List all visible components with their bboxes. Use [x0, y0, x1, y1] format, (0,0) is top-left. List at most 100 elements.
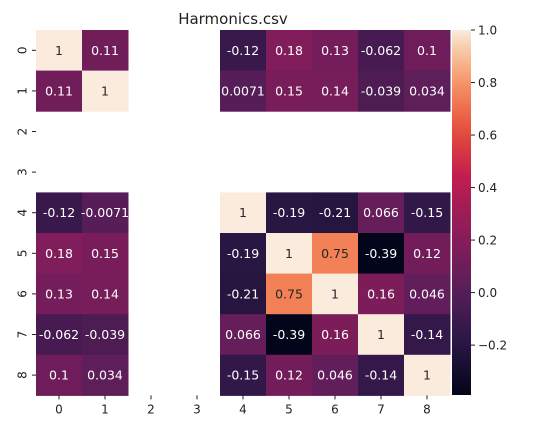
cell-value-label: -0.039	[85, 327, 125, 342]
heatmap-cell	[82, 273, 129, 315]
heatmap-cell	[82, 70, 129, 112]
x-tick-label: 1	[101, 402, 109, 416]
cell-value-label: 1	[423, 368, 431, 383]
cell-value-label: -0.12	[43, 205, 75, 220]
y-tick-label: 8	[16, 371, 30, 379]
x-tick-label: 3	[193, 402, 201, 416]
heatmap-cell-labels: 1 0.11 -0.12 0.18 0.13 -0.062 0.1 0.11 1 0.0071 0.…	[39, 43, 445, 383]
cell-value-label: 0.034	[409, 83, 445, 98]
y-tick-label: 3	[16, 168, 30, 176]
cell-value-label: 0.75	[275, 286, 303, 301]
heatmap-cell	[358, 30, 405, 72]
heatmap-cell	[82, 354, 129, 396]
colorbar-tick-label: 0.2	[478, 234, 497, 248]
y-tick-label: 1	[16, 87, 30, 95]
cell-value-label: 0.11	[45, 83, 73, 98]
y-axis: 0 1 2 3 4 5 6 7 8	[16, 46, 36, 379]
cell-value-label: 0.12	[413, 246, 441, 261]
heatmap-cell	[266, 354, 313, 396]
heatmap-cells	[36, 30, 451, 396]
cell-value-label: 1	[285, 246, 293, 261]
heatmap-cell	[312, 70, 359, 112]
cell-value-label: -0.0071	[81, 205, 129, 220]
cell-value-label: 0.14	[91, 286, 119, 301]
cell-value-label: -0.062	[39, 327, 79, 342]
cell-value-label: -0.39	[273, 327, 305, 342]
cell-value-label: 0.14	[321, 83, 349, 98]
heatmap-cell	[312, 273, 359, 315]
heatmap-cell	[358, 314, 405, 356]
x-tick-label: 4	[239, 402, 247, 416]
heatmap-cell	[266, 70, 313, 112]
heatmap-cell	[82, 30, 129, 72]
cell-value-label: 1	[331, 286, 339, 301]
heatmap-cell	[220, 233, 267, 275]
x-axis: 0 1 2 3 4 5 6 7 8	[55, 395, 431, 416]
cell-value-label: -0.39	[365, 246, 397, 261]
colorbar-tick-label: −0.2	[478, 339, 507, 353]
heatmap-cell	[358, 354, 405, 396]
heatmap-cell	[36, 70, 83, 112]
x-tick-label: 5	[285, 402, 293, 416]
cell-value-label: 0.046	[409, 286, 445, 301]
heatmap-cell	[404, 273, 451, 315]
cell-value-label: 0.13	[321, 43, 349, 58]
x-tick-label: 2	[147, 402, 155, 416]
heatmap-cell	[266, 314, 313, 356]
cell-value-label: 0.066	[363, 205, 399, 220]
heatmap-cell	[404, 354, 451, 396]
cell-value-label: 0.16	[367, 286, 395, 301]
heatmap-cell	[82, 233, 129, 275]
cell-value-label: 1	[101, 83, 109, 98]
cell-value-label: 1	[377, 327, 385, 342]
heatmap-cell	[312, 233, 359, 275]
heatmap-cell	[36, 30, 83, 72]
cell-value-label: 0.034	[87, 368, 123, 383]
heatmap-cell	[220, 314, 267, 356]
heatmap-cell	[36, 354, 83, 396]
heatmap-cell	[404, 192, 451, 234]
y-tick-label: 2	[16, 128, 30, 136]
cell-value-label: 0.1	[49, 368, 69, 383]
heatmap-cell	[220, 354, 267, 396]
cell-value-label: -0.21	[319, 205, 351, 220]
heatmap-cell	[266, 273, 313, 315]
cell-value-label: 0.18	[45, 246, 73, 261]
colorbar-tick-label: 1.0	[478, 24, 497, 38]
cell-value-label: -0.062	[361, 43, 401, 58]
heatmap-cell	[220, 70, 267, 112]
heatmap-cell	[404, 70, 451, 112]
heatmap-cell	[266, 30, 313, 72]
cell-value-label: -0.14	[411, 327, 443, 342]
cell-value-label: 0.0071	[221, 83, 265, 98]
cell-value-label: -0.12	[227, 43, 259, 58]
x-tick-label: 7	[377, 402, 385, 416]
cell-value-label: 0.15	[91, 246, 119, 261]
cell-value-label: 0.11	[91, 43, 119, 58]
heatmap-cell	[358, 70, 405, 112]
heatmap-cell	[312, 314, 359, 356]
cell-value-label: -0.19	[273, 205, 305, 220]
x-tick-label: 0	[55, 402, 63, 416]
heatmap-cell	[312, 354, 359, 396]
x-tick-label: 8	[423, 402, 431, 416]
cell-value-label: -0.14	[365, 368, 397, 383]
x-tick-label: 6	[331, 402, 339, 416]
y-tick-label: 0	[16, 46, 30, 54]
cell-value-label: 0.18	[275, 43, 303, 58]
heatmap-cell	[266, 192, 313, 234]
colorbar-axis: 1.0 0.8 0.6 0.4 0.2 0.0 −0.2	[471, 24, 507, 353]
cell-value-label: -0.19	[227, 246, 259, 261]
heatmap-cell	[220, 273, 267, 315]
cell-value-label: 0.046	[317, 368, 353, 383]
cell-value-label: -0.15	[411, 205, 443, 220]
y-tick-label: 5	[16, 249, 30, 257]
heatmap-cell	[82, 314, 129, 356]
cell-value-label: 0.75	[321, 246, 349, 261]
y-tick-label: 7	[16, 331, 30, 339]
heatmap-cell	[404, 233, 451, 275]
heatmap-cell	[36, 192, 83, 234]
cell-value-label: 0.16	[321, 327, 349, 342]
colorbar	[452, 30, 471, 395]
